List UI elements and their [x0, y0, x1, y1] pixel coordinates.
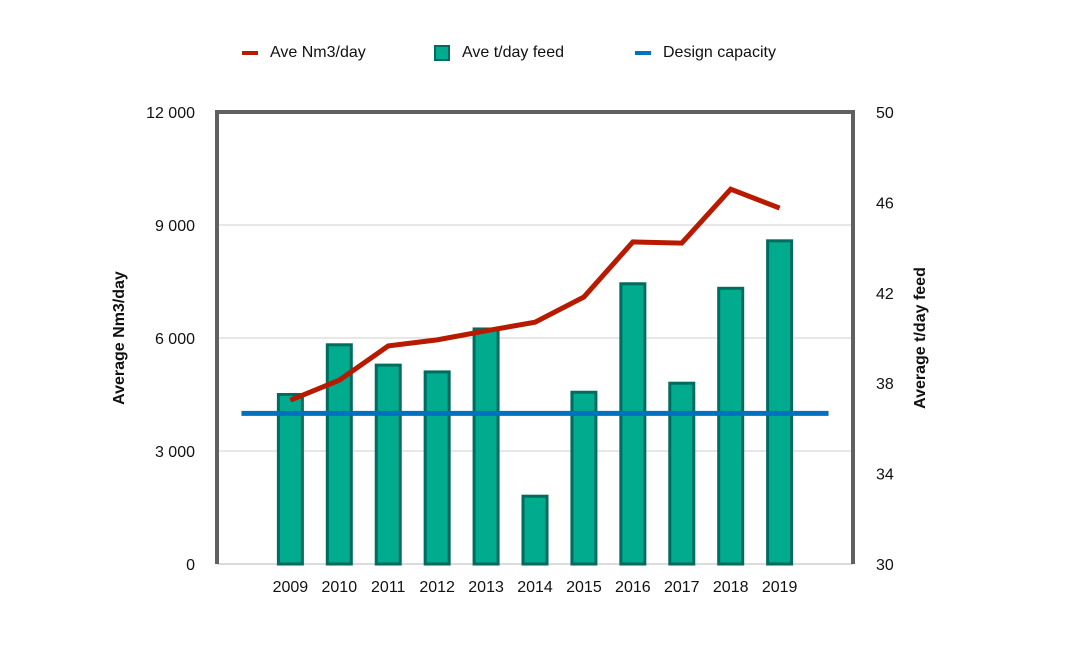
y2-tick-label: 30: [876, 557, 894, 574]
x-tick-label: 2010: [322, 579, 358, 596]
bar-2014: [521, 494, 549, 566]
y-tick-label: 12 000: [146, 105, 195, 122]
bar-2018: [717, 286, 745, 566]
x-tick-label: 2011: [371, 579, 406, 596]
legend-item-nm3: Ave Nm3/day: [242, 44, 366, 62]
legend-item-design: Design capacity: [635, 44, 776, 62]
y2-tick-label: 42: [876, 286, 894, 303]
legend-swatch-box: [434, 45, 450, 61]
y-tick-label: 3 000: [155, 444, 195, 461]
x-tick-label: 2016: [615, 579, 651, 596]
y-axis-title: Average Nm3/day: [111, 271, 128, 405]
y2-tick-label: 38: [876, 376, 894, 393]
x-tick-label: 2018: [713, 579, 749, 596]
y2-tick-label: 50: [876, 105, 894, 122]
x-tick-label: 2013: [468, 579, 504, 596]
bar-2017: [668, 381, 696, 566]
x-tick-label: 2017: [664, 579, 700, 596]
y-tick-label: 9 000: [155, 218, 195, 235]
legend-label: Ave t/day feed: [462, 44, 564, 61]
bar-2013: [472, 327, 500, 566]
x-tick-label: 2019: [762, 579, 798, 596]
bar-2012: [423, 370, 451, 566]
bar-2016: [619, 282, 647, 566]
y2-tick-label: 34: [876, 467, 894, 484]
legend-swatch-line: [635, 51, 651, 55]
x-tick-label: 2009: [273, 579, 309, 596]
plot-frame: [215, 110, 855, 564]
bar-2015: [570, 390, 598, 566]
legend-item-feed: Ave t/day feed: [434, 44, 564, 62]
bar-2009: [276, 393, 304, 566]
legend-label: Ave Nm3/day: [270, 44, 366, 61]
legend-label: Design capacity: [663, 44, 776, 61]
bar-2019: [766, 239, 794, 566]
bar-2011: [374, 363, 402, 566]
legend: Ave Nm3/day Ave t/day feed Design capaci…: [0, 44, 1078, 66]
legend-swatch-line: [242, 51, 258, 55]
y-tick-label: 6 000: [155, 331, 195, 348]
y2-tick-label: 46: [876, 195, 894, 212]
line-ave-nm3-day: [289, 186, 781, 403]
x-tick-label: 2015: [566, 579, 602, 596]
y-tick-label: 0: [186, 557, 195, 574]
x-tick-label: 2014: [517, 579, 553, 596]
y2-axis-title: Average t/day feed: [912, 267, 929, 409]
x-tick-label: 2012: [419, 579, 455, 596]
